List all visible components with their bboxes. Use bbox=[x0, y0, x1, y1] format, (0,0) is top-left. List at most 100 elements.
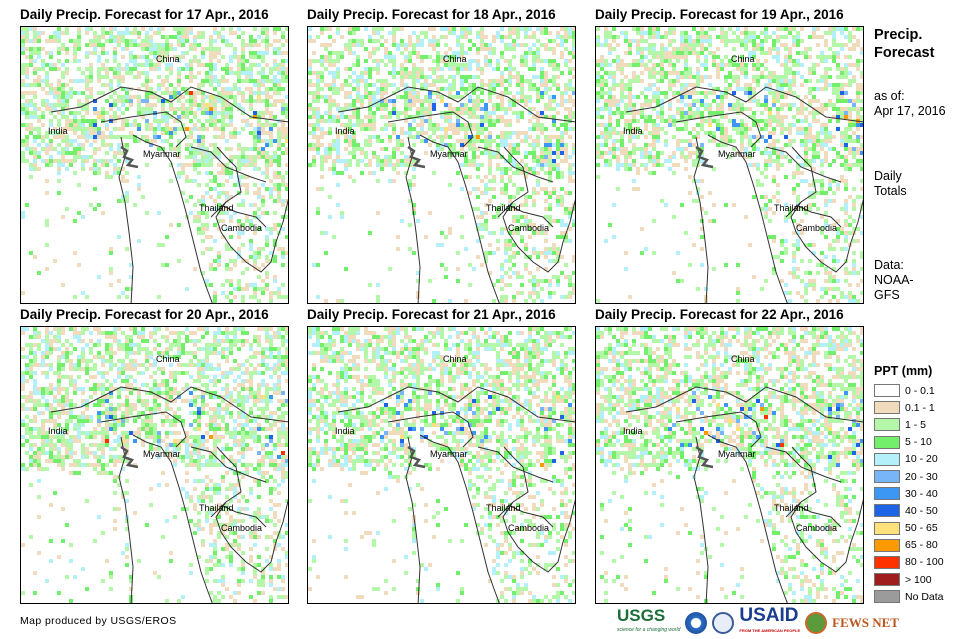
precip-class-6 bbox=[380, 395, 572, 443]
forecast-map-2: China India Myanmar Thailand Cambodia bbox=[307, 26, 576, 304]
legend-item: 65 - 80 bbox=[874, 537, 944, 554]
legend-title: PPT (mm) bbox=[874, 364, 933, 378]
legend-label: 0 - 0.1 bbox=[905, 384, 935, 397]
forecast-map-3: China India Myanmar Thailand Cambodia bbox=[595, 26, 864, 304]
country-label-myanmar: Myanmar bbox=[430, 449, 468, 459]
legend-swatch bbox=[874, 435, 900, 449]
legend-label: 0.1 - 1 bbox=[905, 401, 935, 414]
legend-item: No Data bbox=[874, 588, 944, 605]
legend: PPT (mm) 0 - 0.1 0.1 - 1 1 - 5 5 - 10 10 - 2… bbox=[874, 364, 944, 605]
panel-title: Daily Precip. Forecast for 22 Apr., 2016 bbox=[595, 307, 844, 322]
legend-swatch bbox=[874, 470, 900, 484]
precip-class-4 bbox=[21, 27, 288, 295]
legend-label: > 100 bbox=[905, 573, 932, 586]
country-label-thailand: Thailand bbox=[774, 203, 809, 213]
legend-swatch bbox=[874, 573, 900, 587]
country-label-india: India bbox=[335, 126, 355, 136]
country-label-cambodia: Cambodia bbox=[221, 523, 263, 533]
country-label-china: China bbox=[156, 354, 180, 364]
precip-class-10 bbox=[189, 91, 193, 95]
daily-label: Daily bbox=[874, 169, 902, 183]
precip-class-10 bbox=[764, 415, 784, 447]
precip-class-4 bbox=[308, 327, 575, 603]
precip-class-1 bbox=[21, 27, 288, 303]
country-label-thailand: Thailand bbox=[774, 503, 809, 513]
country-label-cambodia: Cambodia bbox=[796, 223, 838, 233]
no-data-coast bbox=[695, 145, 714, 169]
legend-item: 30 - 40 bbox=[874, 485, 944, 502]
logos: USGS science for a changing world USAID FR… bbox=[617, 606, 899, 638]
legend-swatch bbox=[874, 590, 900, 604]
precip-class-2 bbox=[21, 27, 288, 303]
boundaries bbox=[625, 386, 863, 603]
data-label: Data: bbox=[874, 258, 904, 272]
legend-swatch bbox=[874, 487, 900, 501]
precip-class-7 bbox=[93, 99, 261, 139]
boundaries bbox=[337, 386, 575, 603]
country-label-thailand: Thailand bbox=[199, 203, 234, 213]
usaid-seal-icon bbox=[712, 612, 735, 634]
country-label-myanmar: Myanmar bbox=[143, 449, 181, 459]
boundaries bbox=[337, 86, 575, 303]
precip-class-2 bbox=[21, 327, 288, 603]
precip-class-3 bbox=[596, 27, 863, 299]
country-label-thailand: Thailand bbox=[486, 203, 521, 213]
country-label-myanmar: Myanmar bbox=[718, 149, 756, 159]
precip-raster bbox=[308, 327, 575, 603]
precip-class-7 bbox=[732, 91, 863, 147]
precip-raster bbox=[596, 27, 863, 303]
precip-class-7 bbox=[692, 399, 860, 459]
country-label-cambodia: Cambodia bbox=[221, 223, 263, 233]
legend-label: 50 - 65 bbox=[905, 522, 938, 535]
legend-swatch bbox=[874, 452, 900, 466]
data-source-1: NOAA- bbox=[874, 273, 914, 287]
legend-swatch bbox=[874, 504, 900, 518]
fews-globe-icon bbox=[805, 612, 828, 634]
precip-class-8 bbox=[440, 99, 448, 131]
precip-raster bbox=[21, 327, 288, 603]
country-label-cambodia: Cambodia bbox=[796, 523, 838, 533]
precip-class-9 bbox=[476, 135, 480, 139]
boundaries bbox=[50, 86, 288, 303]
country-label-india: India bbox=[335, 426, 355, 436]
precip-raster bbox=[308, 27, 575, 303]
country-label-myanmar: Myanmar bbox=[718, 449, 756, 459]
fews-net-logo: FEWS NET bbox=[832, 615, 899, 630]
credit-text: Map produced by USGS/EROS bbox=[20, 615, 177, 627]
precip-class-6 bbox=[97, 391, 281, 459]
forecast-map-4: China India Myanmar Thailand Cambodia bbox=[20, 326, 289, 604]
panel-title: Daily Precip. Forecast for 21 Apr., 2016 bbox=[307, 307, 556, 322]
no-data-coast bbox=[120, 445, 139, 469]
panel-title: Daily Precip. Forecast for 17 Apr., 2016 bbox=[20, 7, 269, 22]
precip-class-2 bbox=[308, 27, 575, 303]
sidebar-title-1: Precip. bbox=[874, 27, 923, 43]
legend-swatch bbox=[874, 384, 900, 398]
precip-class-5 bbox=[97, 391, 288, 463]
country-label-china: China bbox=[443, 54, 467, 64]
legend-label: 40 - 50 bbox=[905, 504, 938, 517]
as-of-label: as of: bbox=[874, 89, 905, 103]
legend-swatch bbox=[874, 401, 900, 415]
country-label-china: China bbox=[731, 54, 755, 64]
no-data-coast bbox=[407, 145, 426, 169]
precip-class-4 bbox=[596, 327, 863, 603]
legend-item: 1 - 5 bbox=[874, 416, 944, 433]
data-source-2: GFS bbox=[874, 288, 900, 302]
legend-label: 5 - 10 bbox=[905, 436, 932, 449]
as-of-date: Apr 17, 2016 bbox=[874, 104, 946, 118]
legend-label: 80 - 100 bbox=[905, 556, 944, 569]
country-label-india: India bbox=[623, 426, 643, 436]
precip-class-2 bbox=[596, 27, 863, 303]
country-label-myanmar: Myanmar bbox=[430, 149, 468, 159]
legend-label: 10 - 20 bbox=[905, 453, 938, 466]
country-label-myanmar: Myanmar bbox=[143, 149, 181, 159]
legend-label: 30 - 40 bbox=[905, 487, 938, 500]
legend-item: 40 - 50 bbox=[874, 502, 944, 519]
legend-swatch bbox=[874, 555, 900, 569]
forecast-map-6: China India Myanmar Thailand Cambodia bbox=[595, 326, 864, 604]
country-label-thailand: Thailand bbox=[199, 503, 234, 513]
legend-swatch bbox=[874, 538, 900, 552]
country-label-china: China bbox=[443, 354, 467, 364]
panel-title: Daily Precip. Forecast for 20 Apr., 2016 bbox=[20, 307, 269, 322]
no-data-coast bbox=[407, 445, 426, 469]
